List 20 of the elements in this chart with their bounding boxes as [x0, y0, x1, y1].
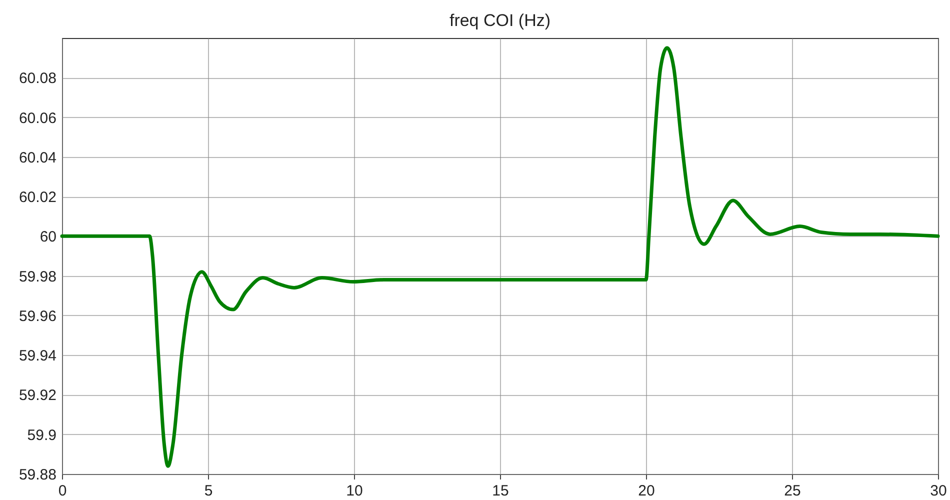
x-tick-label: 15: [492, 482, 509, 500]
chart-title: freq COI (Hz): [449, 11, 551, 30]
x-tick-label: 20: [638, 482, 655, 500]
x-tick-label: 30: [930, 482, 947, 500]
y-tick-label: 59.88: [18, 466, 56, 484]
y-tick-label: 59.9: [27, 426, 56, 444]
x-tick-label: 5: [204, 482, 213, 500]
y-tick-label: 60.06: [18, 110, 56, 127]
y-tick-label: 59.96: [18, 308, 56, 325]
y-tick-label: 59.94: [18, 348, 56, 365]
x-tick-label: 25: [784, 482, 801, 500]
y-tick-label: 60.08: [18, 70, 56, 88]
y-tick-label: 60.04: [18, 149, 56, 166]
x-tick-label: 0: [58, 482, 67, 500]
y-tick-label: 60: [40, 228, 56, 246]
line-series: [60, 46, 940, 468]
y-tick-label: 60.02: [18, 189, 56, 206]
x-tick-label: 10: [346, 482, 363, 500]
y-tick-label: 59.92: [18, 387, 56, 404]
y-tick-label: 59.98: [18, 268, 56, 286]
